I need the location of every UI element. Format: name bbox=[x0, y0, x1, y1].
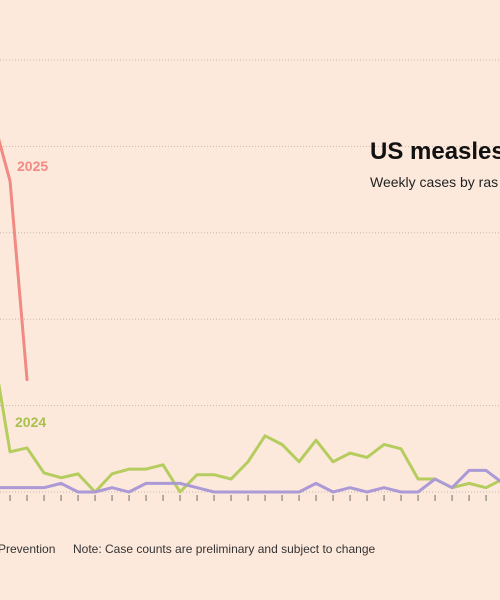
source: Prevention bbox=[0, 542, 55, 556]
series-line bbox=[0, 138, 29, 382]
note: Note: Case counts are preliminary and su… bbox=[73, 542, 375, 556]
series-label: 2024 bbox=[15, 414, 46, 430]
lines bbox=[0, 138, 500, 494]
chart-subtitle: Weekly cases by ras bbox=[370, 174, 498, 190]
grid bbox=[0, 59, 500, 493]
series-line bbox=[0, 382, 500, 494]
series-label: 2025 bbox=[17, 158, 48, 174]
series-line bbox=[0, 468, 500, 494]
x-ticks bbox=[9, 495, 487, 501]
chart-title: US measles bbox=[370, 138, 500, 165]
